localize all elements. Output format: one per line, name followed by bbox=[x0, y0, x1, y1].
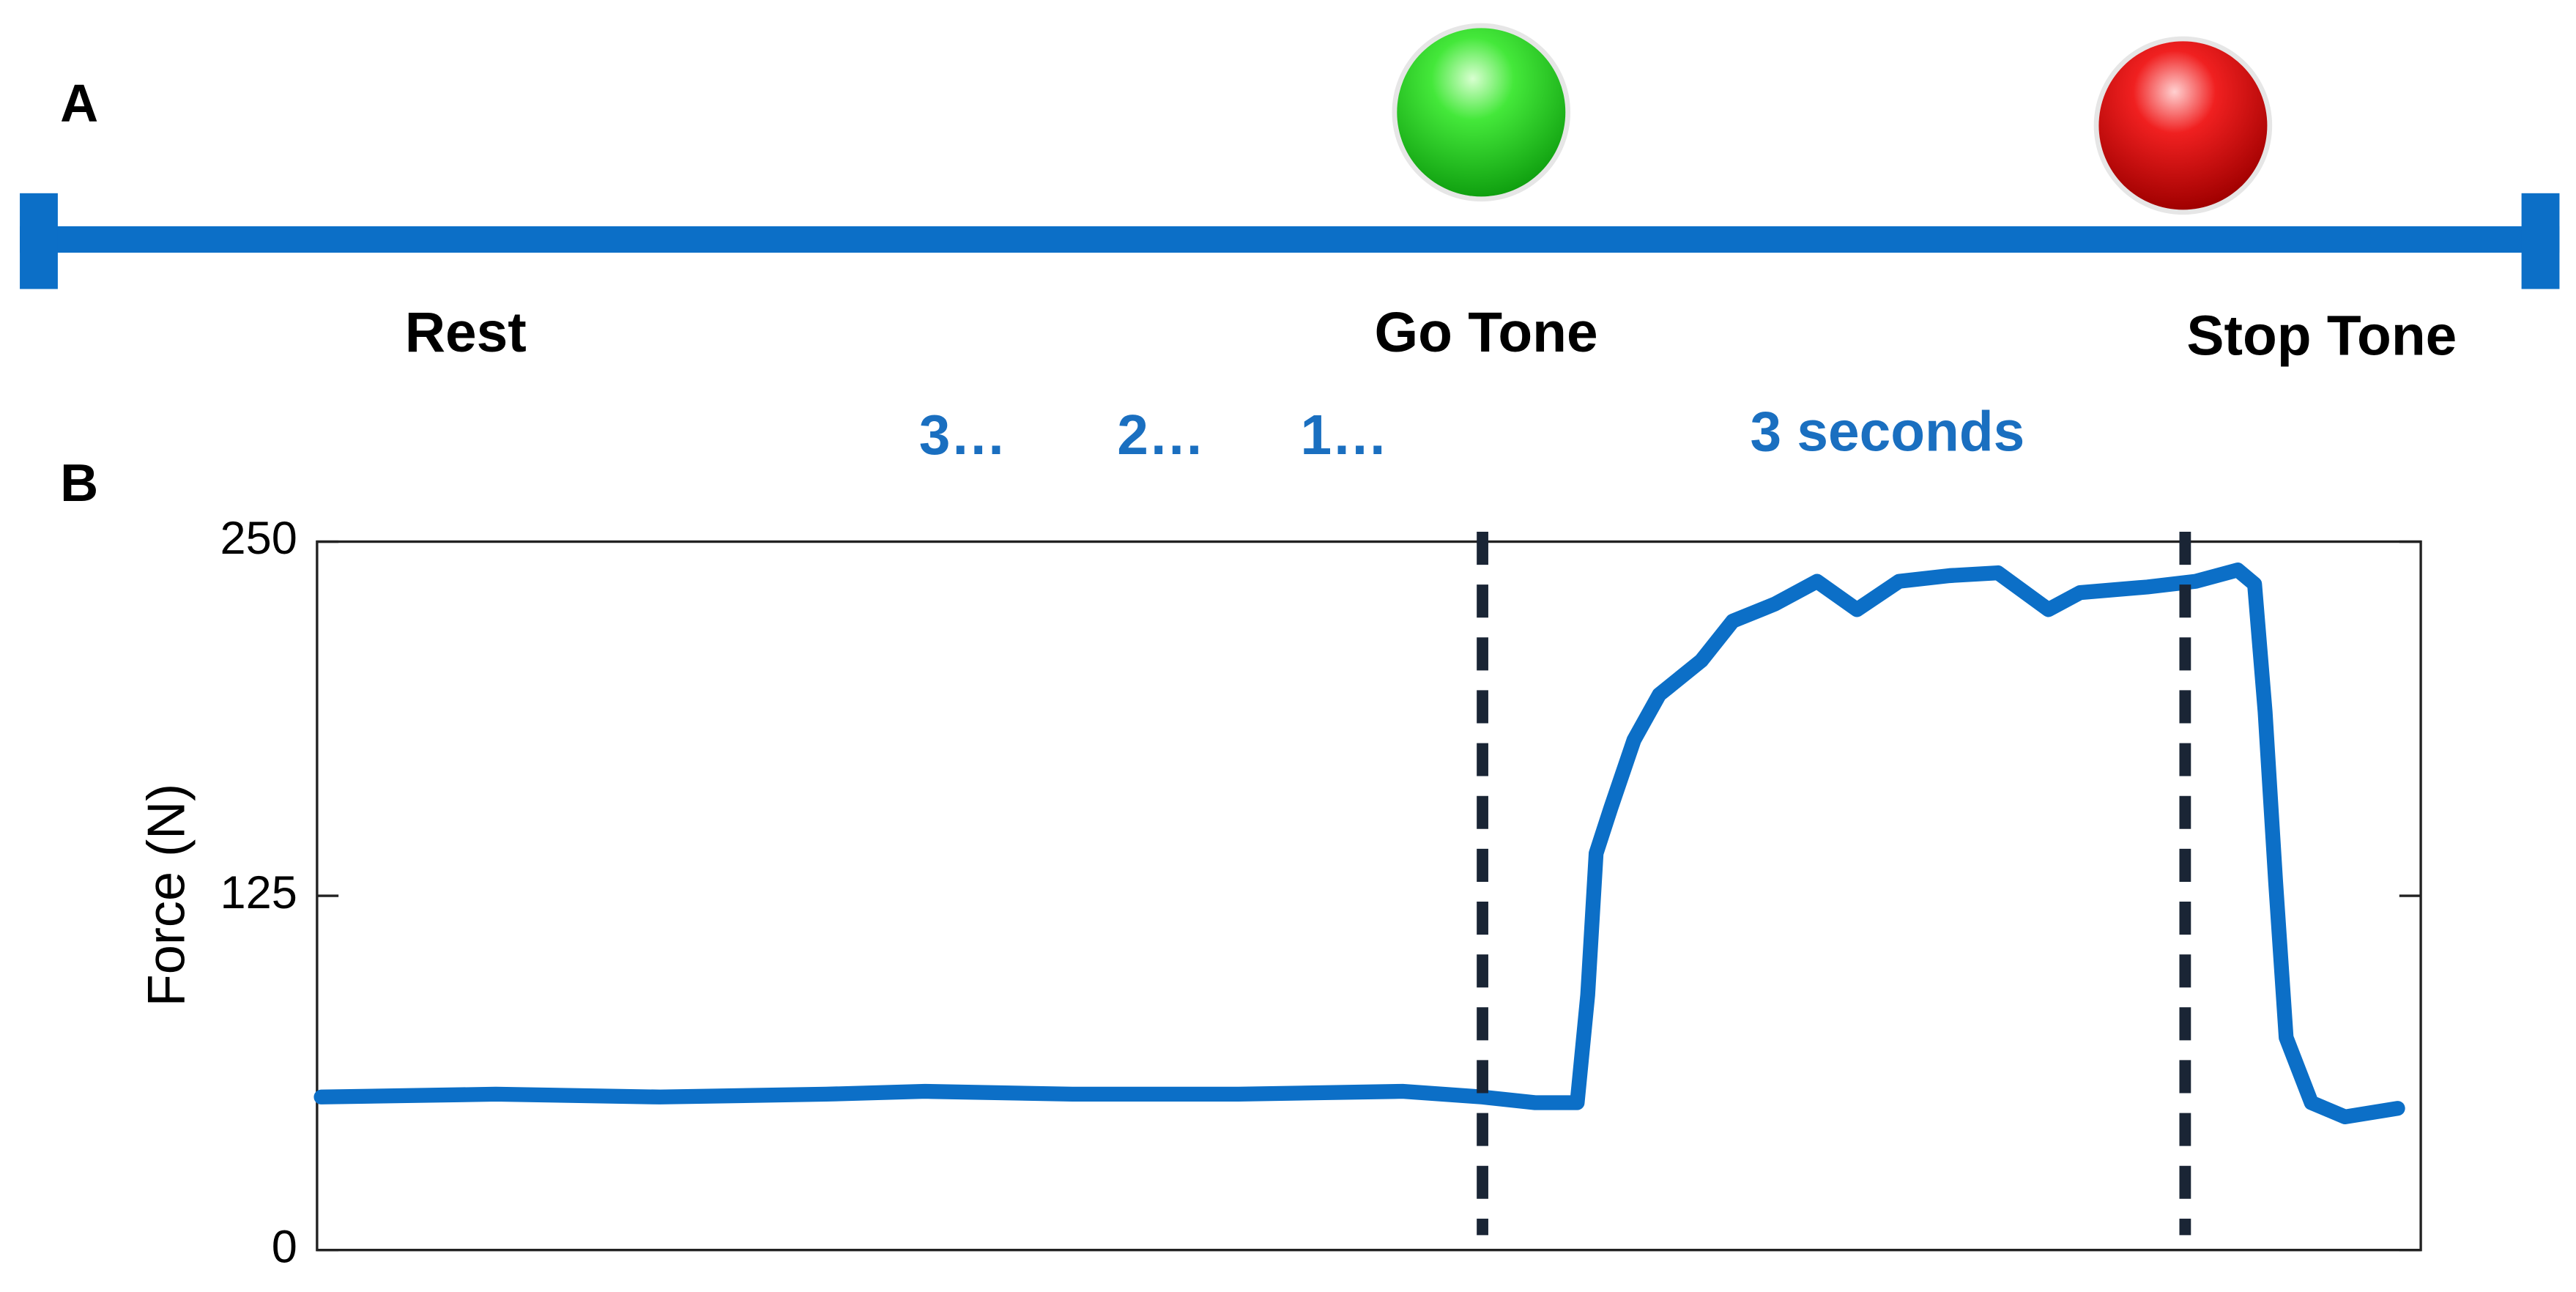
y-tick-label: 250 bbox=[220, 513, 297, 564]
plot-frame bbox=[316, 540, 2422, 1252]
y-tick-label: 0 bbox=[272, 1221, 297, 1272]
y-tick-label: 125 bbox=[220, 867, 297, 918]
annotation: 2… bbox=[1117, 404, 1204, 467]
panel-label: B bbox=[60, 454, 98, 513]
timeline-label: Rest bbox=[405, 302, 527, 364]
stop-light bbox=[2098, 41, 2268, 210]
timeline-cap bbox=[2521, 193, 2560, 289]
go-light bbox=[1397, 28, 1566, 197]
timeline-label: Go Tone bbox=[1374, 302, 1597, 364]
force-line bbox=[313, 563, 2405, 1125]
annotation: 3 seconds bbox=[1750, 401, 2024, 463]
y-axis-label: Force (N) bbox=[137, 784, 196, 1007]
panel-label: A bbox=[60, 75, 98, 133]
timeline-cap bbox=[20, 193, 58, 289]
timeline-label: Stop Tone bbox=[2186, 305, 2457, 368]
annotation: 1… bbox=[1301, 404, 1388, 467]
annotation: 3… bbox=[919, 404, 1006, 467]
timeline-bar bbox=[20, 226, 2560, 253]
